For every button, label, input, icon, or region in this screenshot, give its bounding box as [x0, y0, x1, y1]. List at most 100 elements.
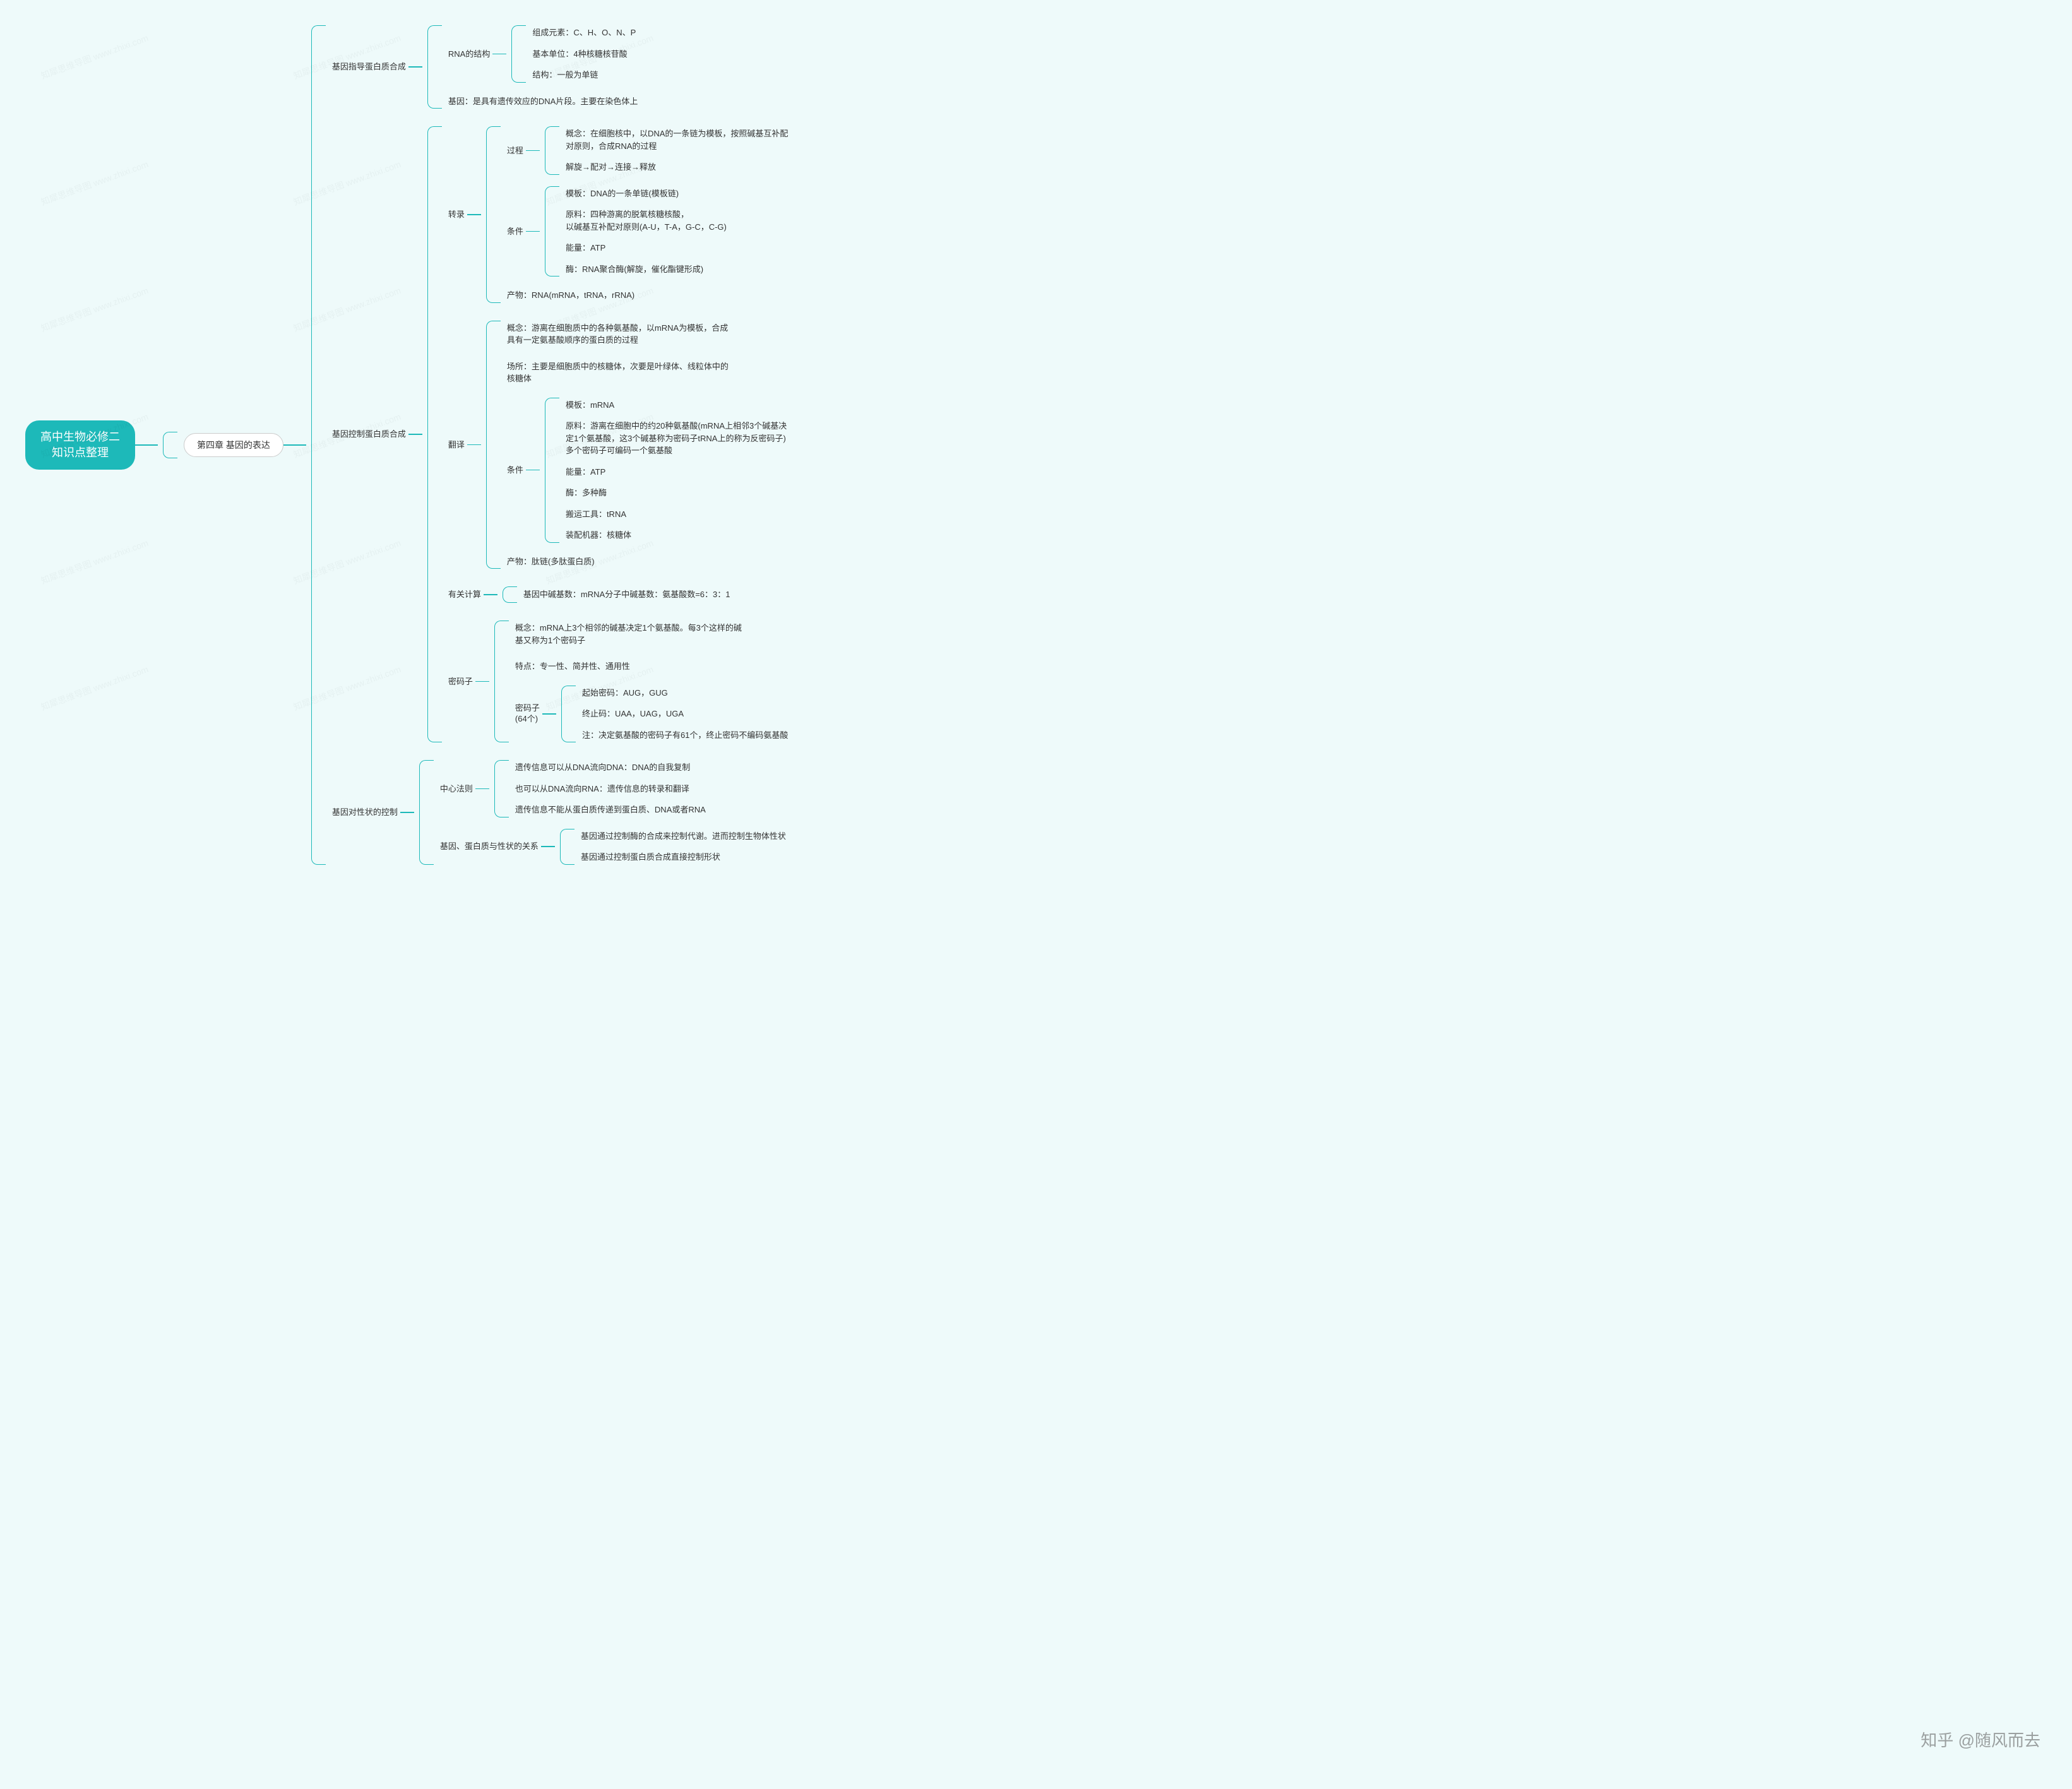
- codon64-item: 终止码：UAA，UAG，UGA: [582, 706, 788, 722]
- codon-children: 概念：mRNA上3个相邻的碱基决定1个氨基酸。每3个这样的碱基又称为1个密码子 …: [515, 621, 788, 742]
- codon-title: 密码子: [448, 674, 475, 689]
- codon64-item: 起始密码：AUG，GUG: [582, 686, 788, 701]
- cond-item: 能量：ATP: [566, 465, 793, 480]
- translation-title: 翻译: [448, 437, 467, 453]
- central-items: 遗传信息可以从DNA流向DNA：DNA的自我复制 也可以从DNA流向RNA：遗传…: [515, 760, 706, 817]
- connector: [408, 434, 422, 435]
- b2-title: 基因控制蛋白质合成: [332, 427, 408, 442]
- transl-place: 场所：主要是细胞质中的核糖体，次要是叶绿体、线粒体中的核糖体: [507, 359, 734, 386]
- bracket: [427, 25, 442, 109]
- connector: [283, 444, 306, 446]
- zhihu-watermark: 知乎 @随风而去: [1920, 1728, 2040, 1751]
- rna-items: 组成元素：C、H、O、N、P 基本单位：4种核糖核苷酸 结构：一般为单链: [532, 25, 636, 83]
- trans-process: 过程 概念：在细胞核中，以DNA的一条链为模板，按照碱基互补配对原则，合成RNA…: [507, 126, 793, 175]
- cond-item: 模板：mRNA: [566, 398, 793, 413]
- trans-cond: 条件 模板：DNA的一条单链(模板链) 原料：四种游离的脱氧核糖核酸， 以碱基互…: [507, 186, 793, 277]
- connector: [526, 470, 540, 471]
- b1-title: 基因指导蛋白质合成: [332, 59, 408, 74]
- codon64-l1: 密码子: [515, 703, 540, 713]
- relation-item: 基因通过控制蛋白质合成直接控制形状: [581, 850, 786, 865]
- transcription-title: 转录: [448, 207, 467, 222]
- bracket: [494, 621, 509, 742]
- codon64-label: 密码子 (64个): [515, 702, 542, 726]
- bracket: [545, 398, 559, 543]
- transl-cond: 条件 模板：mRNA 原料：游离在细胞中的约20种氨基酸(mRNA上相邻3个碱基…: [507, 398, 793, 543]
- main-branches: 基因指导蛋白质合成 RNA的结构 组成元素：C、H、O、N、P 基本单位：4种核…: [332, 25, 793, 865]
- codon-64: 密码子 (64个) 起始密码：AUG，GUG 终止码：UAA，UAG，UGA 注…: [515, 686, 788, 743]
- root-node: 高中生物必修二 知识点整理: [25, 420, 135, 470]
- cond-item: 搬运工具：tRNA: [566, 507, 793, 522]
- transl-concept: 概念：游离在细胞质中的各种氨基酸，以mRNA为模板，合成具有一定氨基酸顺序的蛋白…: [507, 321, 734, 348]
- bracket: [486, 126, 501, 303]
- relation: 基因、蛋白质与性状的关系 基因通过控制酶的合成来控制代谢。进而控制生物体性状 基…: [440, 829, 786, 865]
- bracket: [545, 126, 559, 175]
- rna-item: 组成元素：C、H、O、N、P: [532, 25, 636, 40]
- codon-concept: 概念：mRNA上3个相邻的碱基决定1个氨基酸。每3个这样的碱基又称为1个密码子: [515, 621, 742, 648]
- trans-product: 产物：RNA(mRNA，tRNA，rRNA): [507, 288, 793, 303]
- chapter-node: 第四章 基因的表达: [184, 433, 283, 457]
- connector: [541, 846, 555, 847]
- cond-items: 模板：DNA的一条单链(模板链) 原料：四种游离的脱氧核糖核酸， 以碱基互补配对…: [566, 186, 727, 277]
- cond-item: 原料：四种游离的脱氧核糖核酸， 以碱基互补配对原则(A-U，T-A，G-C，C-…: [566, 207, 727, 234]
- central-dogma: 中心法则 遗传信息可以从DNA流向DNA：DNA的自我复制 也可以从DNA流向R…: [440, 760, 786, 817]
- gene-def: 基因：是具有遗传效应的DNA片段。主要在染色体上: [448, 94, 638, 109]
- relation-items: 基因通过控制酶的合成来控制代谢。进而控制生物体性状 基因通过控制蛋白质合成直接控…: [581, 829, 786, 865]
- branch-control-protein: 基因控制蛋白质合成 转录 过程: [332, 126, 793, 742]
- cond-item: 装配机器：核糖体: [566, 528, 793, 543]
- bracket: [511, 25, 526, 83]
- bracket: [494, 760, 509, 817]
- central-item: 也可以从DNA流向RNA：遗传信息的转录和翻译: [515, 782, 706, 797]
- rna-item: 结构：一般为单链: [532, 68, 636, 83]
- b2-children: 转录 过程 概念：在细胞核中，以DNA的一条链为模板，按照碱基互补配对原则，合成…: [448, 126, 793, 742]
- central-item: 遗传信息可以从DNA流向DNA：DNA的自我复制: [515, 760, 706, 775]
- bracket: [419, 760, 434, 865]
- connector: [467, 444, 481, 446]
- root-line1: 高中生物必修二: [40, 431, 120, 443]
- connector: [475, 788, 489, 790]
- bracket: [560, 829, 575, 865]
- relation-item: 基因通过控制酶的合成来控制代谢。进而控制生物体性状: [581, 829, 786, 844]
- central-label: 中心法则: [440, 782, 475, 797]
- mindmap-root: 高中生物必修二 知识点整理 第四章 基因的表达 基因指导蛋白质合成 RNA的结构…: [25, 25, 2047, 865]
- b3-children: 中心法则 遗传信息可以从DNA流向DNA：DNA的自我复制 也可以从DNA流向R…: [440, 760, 786, 865]
- cond-item: 原料：游离在细胞中的约20种氨基酸(mRNA上相邻3个碱基决定1个氨基酸，这3个…: [566, 419, 793, 458]
- calc: 有关计算 基因中碱基数：mRNA分子中碱基数：氨基酸数=6：3：1: [448, 586, 793, 603]
- bracket: [561, 686, 576, 743]
- process-item: 概念：在细胞核中，以DNA的一条链为模板，按照碱基互补配对原则，合成RNA的过程: [566, 126, 793, 153]
- bracket: [427, 126, 442, 742]
- rna-structure: RNA的结构 组成元素：C、H、O、N、P 基本单位：4种核糖核苷酸 结构：一般…: [448, 25, 638, 83]
- connector: [135, 444, 158, 446]
- cond-items: 模板：mRNA 原料：游离在细胞中的约20种氨基酸(mRNA上相邻3个碱基决定1…: [566, 398, 793, 543]
- process-items: 概念：在细胞核中，以DNA的一条链为模板，按照碱基互补配对原则，合成RNA的过程…: [566, 126, 793, 175]
- cond-item: 能量：ATP: [566, 241, 727, 256]
- root-line2: 知识点整理: [52, 446, 109, 459]
- codon64-item: 注：决定氨基酸的密码子有61个，终止密码不编码氨基酸: [582, 728, 788, 743]
- connector: [492, 54, 506, 55]
- connector: [467, 214, 481, 215]
- calc-text: 基因中碱基数：mRNA分子中碱基数：氨基酸数=6：3：1: [523, 587, 730, 602]
- transl-product: 产物：肽链(多肽蛋白质): [507, 554, 793, 569]
- b3-title: 基因对性状的控制: [332, 805, 400, 820]
- codon: 密码子 概念：mRNA上3个相邻的碱基决定1个氨基酸。每3个这样的碱基又称为1个…: [448, 621, 793, 742]
- process-item: 解旋→配对→连接→释放: [566, 160, 793, 175]
- rna-item: 基本单位：4种核糖核苷酸: [532, 47, 636, 62]
- codon64-items: 起始密码：AUG，GUG 终止码：UAA，UAG，UGA 注：决定氨基酸的密码子…: [582, 686, 788, 743]
- b1-children: RNA的结构 组成元素：C、H、O、N、P 基本单位：4种核糖核苷酸 结构：一般…: [448, 25, 638, 109]
- bracket: [545, 186, 559, 277]
- codon-feature: 特点：专一性、简并性、通用性: [515, 659, 788, 674]
- connector: [542, 713, 556, 715]
- cond-item: 酶：RNA聚合酶(解旋，催化酯键形成): [566, 262, 727, 277]
- translation: 翻译 概念：游离在细胞质中的各种氨基酸，以mRNA为模板，合成具有一定氨基酸顺序…: [448, 321, 793, 569]
- bracket: [503, 586, 517, 603]
- connector: [408, 66, 422, 68]
- bracket: [311, 25, 326, 865]
- connector: [400, 812, 414, 813]
- connector: [526, 150, 540, 152]
- connector: [526, 231, 540, 232]
- connector: [484, 594, 497, 595]
- process-label: 过程: [507, 143, 526, 158]
- bracket: [486, 321, 501, 569]
- rna-title: RNA的结构: [448, 47, 492, 62]
- cond-label: 条件: [507, 224, 526, 239]
- cond-item: 模板：DNA的一条单链(模板链): [566, 186, 727, 201]
